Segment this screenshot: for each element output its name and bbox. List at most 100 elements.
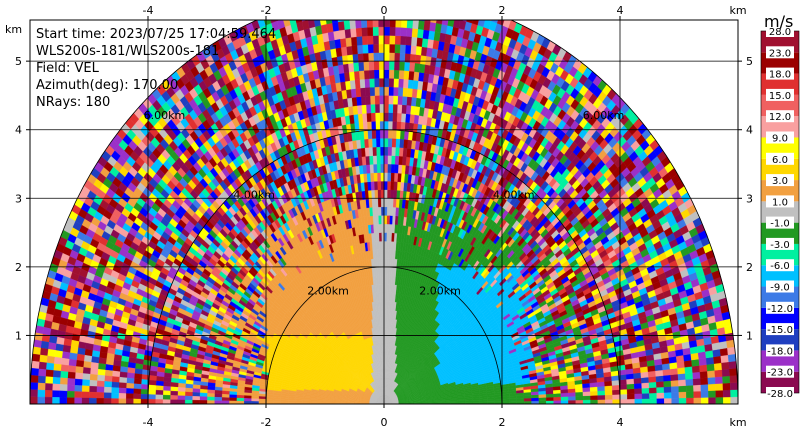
range-bin: [408, 0, 415, 3]
range-bin: [411, 88, 418, 98]
range-bin: [383, 180, 388, 190]
range-bin: [370, 112, 376, 122]
range-bin: [372, 35, 379, 45]
range-bin: [398, 147, 404, 157]
range-bin: [380, 172, 385, 182]
range-bin: [656, 386, 665, 394]
range-bin: [379, 146, 385, 156]
range-bin: [655, 369, 664, 377]
range-bin: [378, 223, 382, 233]
range-bin: [590, 395, 598, 400]
range-bin: [378, 26, 385, 36]
range-bin: [441, 20, 449, 26]
range-bin: [354, 79, 361, 89]
range-bin: [412, 79, 419, 90]
range-bin: [378, 60, 385, 70]
range-bin: [387, 181, 391, 190]
range-bin: [649, 398, 658, 404]
range-bin: [546, 396, 554, 401]
range-bin: [383, 146, 389, 156]
range-bin: [714, 376, 723, 384]
range-bin: [386, 198, 391, 208]
range-bin: [597, 390, 606, 396]
range-bin: [396, 1, 402, 10]
range-bin: [388, 52, 395, 62]
range-bin: [374, 189, 378, 199]
range-bin: [686, 397, 694, 404]
range-bin: [377, 181, 381, 190]
range-bin: [392, 95, 399, 105]
range-bin: [412, 20, 419, 30]
range-bin: [388, 61, 395, 71]
range-bin: [663, 380, 672, 388]
range-bin: [401, 96, 408, 106]
range-bin: [612, 389, 621, 395]
range-bin: [399, 138, 405, 148]
range-bin: [386, 206, 391, 216]
range-bin: [341, 0, 348, 4]
range-bin: [420, 46, 428, 57]
range-bin: [553, 396, 562, 401]
range-bin: [383, 138, 389, 148]
range-bin: [664, 398, 672, 404]
range-bin: [648, 376, 657, 383]
range-bin: [671, 385, 679, 393]
range-bin: [402, 2, 408, 11]
range-bin: [604, 389, 613, 396]
range-bin: [662, 368, 671, 376]
range-bin: [373, 163, 378, 174]
range-bin: [443, 7, 450, 17]
range-bin: [362, 44, 369, 54]
range-bin: [373, 43, 379, 53]
range-bin: [416, 37, 423, 47]
range-bin: [369, 95, 376, 105]
range-bin: [655, 375, 664, 383]
range-bin: [356, 44, 364, 55]
range-bin: [426, 0, 433, 5]
range-bin: [430, 20, 437, 24]
range-bin: [663, 374, 672, 382]
range-bin: [611, 384, 620, 391]
range-bin: [531, 397, 540, 402]
range-bin: [387, 155, 392, 165]
range-bin: [387, 121, 393, 131]
range-bin: [399, 44, 406, 54]
range-bin: [619, 398, 628, 404]
range-bin: [567, 392, 576, 397]
range-bin: [390, 181, 395, 191]
range-bin: [408, 122, 414, 132]
range-bin: [425, 4, 432, 14]
range-bin: [379, 95, 385, 105]
range-bin: [385, 275, 389, 285]
range-bin: [365, 104, 372, 114]
range-bin: [633, 382, 642, 389]
range-bin: [413, 20, 419, 21]
range-bin: [420, 0, 427, 4]
range-bin: [359, 0, 366, 2]
range-bin: [656, 398, 665, 404]
range-bin: [346, 54, 354, 64]
range-bin: [373, 69, 380, 79]
range-bin: [404, 44, 412, 55]
range-bin: [376, 146, 381, 156]
range-bin: [714, 369, 723, 378]
range-bin: [407, 79, 414, 89]
range-bin: [406, 87, 413, 98]
range-bin: [329, 0, 336, 6]
range-bin: [392, 112, 398, 122]
range-bin: [354, 11, 360, 20]
range-bin: [378, 35, 385, 45]
range-bin: [386, 232, 390, 242]
range-bin: [715, 383, 724, 391]
range-bin: [350, 36, 358, 47]
range-bin: [398, 61, 405, 71]
range-bin: [387, 138, 393, 148]
range-bin: [438, 0, 445, 7]
range-bin: [488, 20, 492, 22]
range-bin: [354, 20, 362, 29]
range-bin: [372, 146, 377, 156]
range-bin: [389, 26, 396, 36]
range-bin: [400, 27, 407, 37]
range-bin: [369, 172, 375, 182]
